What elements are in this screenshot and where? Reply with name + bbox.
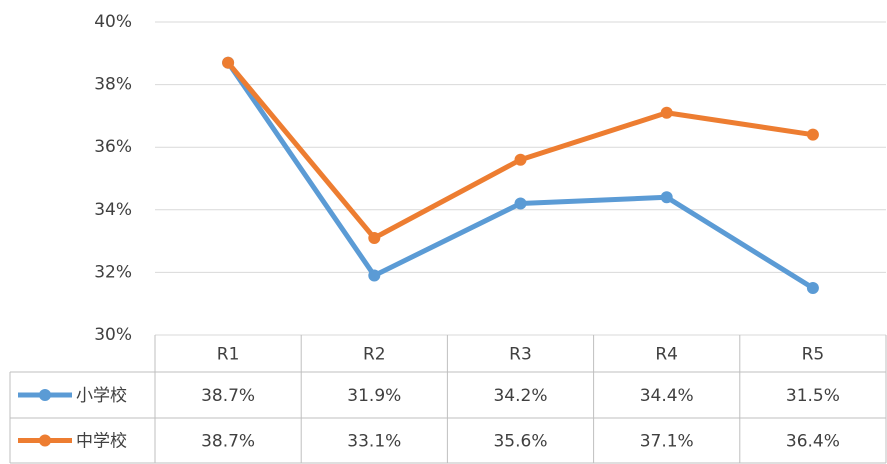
table-value: 35.6% xyxy=(493,432,547,452)
table-value: 37.1% xyxy=(640,432,694,452)
legend-label: 小学校 xyxy=(76,386,127,406)
x-tick-label: R4 xyxy=(655,345,678,365)
marker xyxy=(222,56,235,69)
marker xyxy=(806,282,819,295)
marker xyxy=(514,197,527,210)
marker xyxy=(660,106,673,119)
table-value: 38.7% xyxy=(201,386,255,406)
marker xyxy=(806,128,819,141)
x-tick-label: R5 xyxy=(802,345,825,365)
marker xyxy=(368,231,381,244)
y-tick-label: 34% xyxy=(94,200,132,220)
y-tick-label: 38% xyxy=(94,75,132,95)
legend-key xyxy=(39,389,51,401)
series-line xyxy=(226,61,815,291)
y-tick-label: 30% xyxy=(94,325,132,345)
table-value: 34.2% xyxy=(493,386,547,406)
y-tick-label: 36% xyxy=(94,137,132,157)
marker xyxy=(368,269,381,282)
legend-key xyxy=(39,434,51,447)
y-tick-label: 40% xyxy=(94,12,132,32)
table-value: 33.1% xyxy=(347,432,401,452)
series-line xyxy=(226,61,814,241)
legend-label: 中学校 xyxy=(76,432,127,452)
table-value: 38.7% xyxy=(201,432,255,452)
table-value: 31.5% xyxy=(786,386,840,406)
marker xyxy=(660,191,673,204)
x-tick-label: R1 xyxy=(217,345,240,365)
x-tick-label: R3 xyxy=(509,345,532,365)
table-value: 34.4% xyxy=(640,386,694,406)
x-tick-label: R2 xyxy=(363,345,386,365)
table-value: 31.9% xyxy=(347,386,401,406)
y-tick-label: 32% xyxy=(94,262,132,282)
table-value: 36.4% xyxy=(786,432,840,452)
marker xyxy=(514,153,527,166)
